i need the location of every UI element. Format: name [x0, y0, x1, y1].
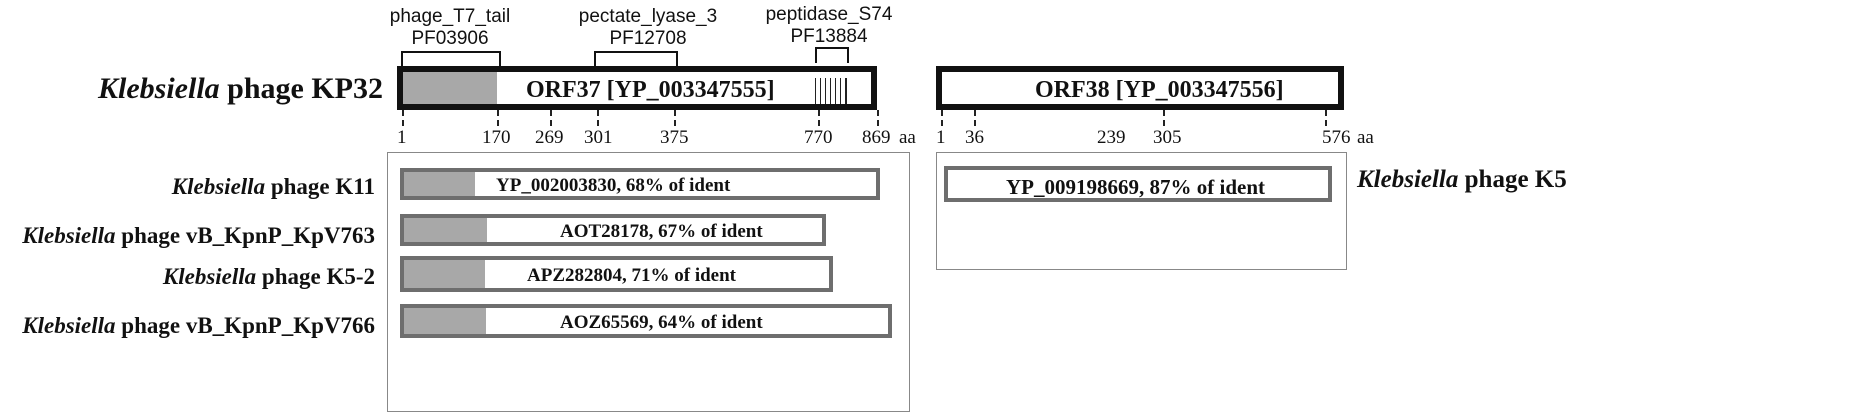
domain-bracket-pectate-lyase-3 [594, 51, 678, 67]
phage-genus: Klebsiella [171, 174, 266, 199]
tick-line [818, 110, 820, 126]
phage-name: phage vB_KpnP_KpV763 [115, 223, 375, 248]
tick-label: 1 [936, 127, 946, 148]
main-phage-rest: phage KP32 [219, 72, 384, 105]
phage-label-kpv763: Klebsiella phage vB_KpnP_KpV763 [22, 223, 375, 249]
phage-genus: Klebsiella [162, 264, 257, 289]
tick-line [877, 110, 879, 126]
domain-name-pectate-lyase-3: pectate_lyase_3 [578, 6, 718, 27]
tick-label: 239 [1097, 127, 1126, 148]
tick-label: 375 [660, 127, 689, 148]
phage-genus: Klebsiella [22, 313, 116, 338]
tick-line [674, 110, 676, 126]
hit-fill [404, 172, 475, 196]
main-phage-label: Klebsiella phage KP32 [98, 72, 383, 106]
tick-line [974, 110, 976, 126]
tick-label: 1 [397, 127, 407, 148]
orf37-tail-domain-fill [403, 72, 497, 104]
tick-label: 869 [862, 127, 891, 148]
phage-name: phage K11 [265, 174, 375, 199]
hit-bar-k11: YP_002003830, 68% of ident [400, 168, 880, 200]
phage-name: phage vB_KpnP_KpV766 [115, 313, 375, 338]
phage-name: phage K5-2 [256, 264, 375, 289]
tick-label: 170 [482, 127, 511, 148]
tick-label: 770 [804, 127, 833, 148]
tick-line [402, 110, 404, 126]
hit-fill [404, 260, 485, 288]
tick-label: 576 [1322, 127, 1351, 148]
tick-label: 301 [584, 127, 613, 148]
domain-id-pf13884: PF13884 [790, 26, 868, 47]
hit-label: YP_009198669, 87% of ident [1006, 175, 1265, 199]
orf37-label: ORF37 [YP_003347555] [526, 77, 775, 103]
aa-unit-label: aa [899, 127, 916, 148]
tick-label: 305 [1153, 127, 1182, 148]
domain-name-phage-t7-tail: phage_T7_tail [389, 6, 511, 27]
aa-unit-label: aa [1357, 127, 1374, 148]
tick-label: 269 [535, 127, 564, 148]
phage-label-k11: Klebsiella phage K11 [172, 174, 375, 200]
domain-bracket-phage-t7-tail [401, 51, 501, 67]
phage-label-k5-2: Klebsiella phage K5-2 [163, 264, 375, 290]
phage-genus: Klebsiella [1357, 166, 1459, 193]
tick-label: 36 [965, 127, 984, 148]
hit-bar-k5-2: APZ282804, 71% of ident [400, 256, 833, 292]
tick-line [597, 110, 599, 126]
hit-label: AOT28178, 67% of ident [560, 221, 763, 242]
hit-label: APZ282804, 71% of ident [527, 265, 736, 286]
tick-line [550, 110, 552, 126]
hit-label: YP_002003830, 68% of ident [496, 175, 731, 196]
domain-bracket-peptidase-s74 [815, 47, 849, 63]
main-phage-genus: Klebsiella [98, 72, 220, 105]
orf38-box: ORF38 [YP_003347556] [936, 66, 1344, 110]
domain-id-pf12708: PF12708 [609, 28, 687, 49]
tick-line [497, 110, 499, 126]
orf38-label: ORF38 [YP_003347556] [1035, 77, 1284, 103]
tick-line [1163, 110, 1165, 126]
phage-label-k5: Klebsiella phage K5 [1357, 166, 1567, 194]
hit-bar-k5: YP_009198669, 87% of ident [944, 166, 1332, 202]
phage-genus: Klebsiella [22, 223, 116, 248]
hit-bar-kpv766: AOZ65569, 64% of ident [400, 304, 892, 338]
hit-fill [404, 218, 487, 242]
domain-id-pf03906: PF03906 [411, 28, 489, 49]
hit-fill [404, 308, 486, 334]
hit-bar-kpv763: AOT28178, 67% of ident [400, 214, 826, 246]
phage-label-kpv766: Klebsiella phage vB_KpnP_KpV766 [22, 313, 375, 339]
hit-label: AOZ65569, 64% of ident [560, 312, 763, 333]
phage-name: phage K5 [1458, 166, 1567, 193]
orf37-peptidase-hatch [815, 78, 847, 104]
domain-name-peptidase-s74: peptidase_S74 [765, 4, 893, 25]
tick-line [1325, 110, 1327, 126]
orf37-box: ORF37 [YP_003347555] [397, 66, 877, 110]
tick-line [941, 110, 943, 126]
